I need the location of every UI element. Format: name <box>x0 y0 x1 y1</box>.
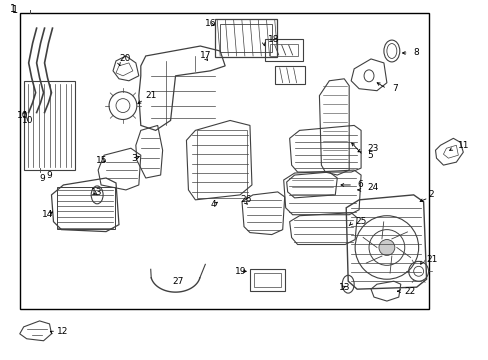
Text: 13: 13 <box>339 283 350 292</box>
Text: 10: 10 <box>21 116 33 125</box>
Text: 15: 15 <box>96 156 107 165</box>
Text: 25: 25 <box>354 217 366 226</box>
Text: 3: 3 <box>131 154 136 163</box>
Bar <box>215 19 276 57</box>
Text: 27: 27 <box>172 277 183 286</box>
Text: 6: 6 <box>356 180 362 189</box>
Bar <box>20 13 427 309</box>
Text: 23: 23 <box>366 144 378 153</box>
Circle shape <box>378 239 394 255</box>
Text: 14: 14 <box>41 210 53 219</box>
Text: 20: 20 <box>119 54 130 63</box>
Text: 8: 8 <box>413 49 419 58</box>
Bar <box>249 269 284 291</box>
Bar <box>57 187 115 229</box>
Bar <box>24 81 75 170</box>
Text: 24: 24 <box>366 184 378 193</box>
Text: 22: 22 <box>404 287 415 296</box>
Bar <box>253 273 280 287</box>
Text: 9: 9 <box>46 171 52 180</box>
Text: 9: 9 <box>40 174 45 183</box>
Text: 5: 5 <box>366 151 372 160</box>
Text: 7: 7 <box>391 84 397 93</box>
Text: 16: 16 <box>205 19 216 28</box>
Text: 13: 13 <box>91 188 102 197</box>
Text: 12: 12 <box>56 327 68 336</box>
Text: 11: 11 <box>457 141 469 150</box>
Text: 21: 21 <box>145 91 157 100</box>
Bar <box>269 44 297 56</box>
Text: 10: 10 <box>17 111 28 120</box>
Text: 18: 18 <box>267 35 279 44</box>
Text: 4: 4 <box>210 200 215 209</box>
Bar <box>264 39 302 61</box>
Text: 2: 2 <box>427 190 433 199</box>
Bar <box>274 66 304 84</box>
Text: 19: 19 <box>235 267 246 276</box>
Text: 1: 1 <box>12 5 18 15</box>
Bar <box>197 130 246 198</box>
Text: 21: 21 <box>426 255 437 264</box>
Bar <box>220 24 271 52</box>
Text: 17: 17 <box>200 51 211 60</box>
Text: 26: 26 <box>240 195 251 204</box>
Text: 1: 1 <box>10 4 16 14</box>
